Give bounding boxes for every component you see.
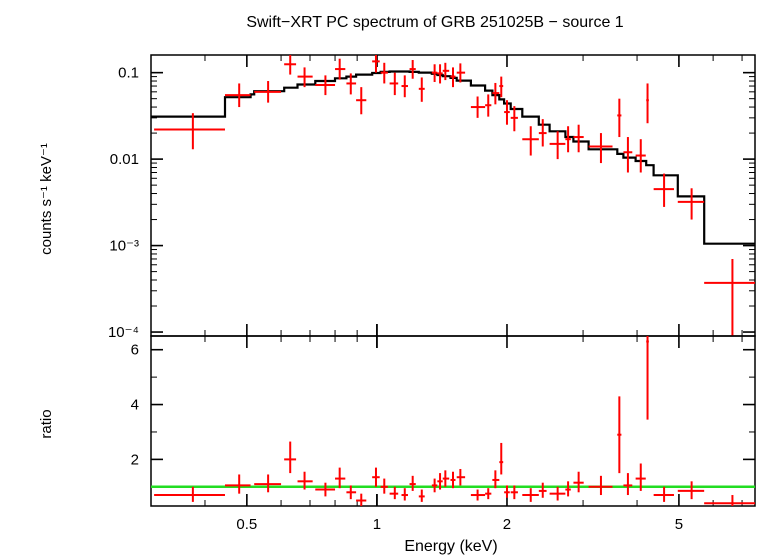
spectrum-data-point xyxy=(499,76,504,98)
ratio-data-point xyxy=(335,467,346,489)
ratio-panel: 0.5 1 2 5 2 4 6 xyxy=(131,335,756,533)
spectrum-y-axis-label: counts s⁻¹ keV⁻¹ xyxy=(38,143,55,255)
spectrum-data-point xyxy=(346,73,357,95)
x-tick-label: 5 xyxy=(675,516,683,533)
ratio-data-point xyxy=(224,474,251,494)
ratio-data-point xyxy=(442,470,450,487)
ratio-data-point xyxy=(284,441,297,474)
ratio-data-point xyxy=(356,493,367,506)
spectrum-data-point xyxy=(335,58,346,80)
ratio-data-point xyxy=(635,463,646,491)
ratio-data-point xyxy=(646,336,649,420)
ratio-data-point xyxy=(437,473,443,490)
spectrum-data-point xyxy=(315,75,336,96)
ratio-data-point xyxy=(549,486,566,501)
spectrum-data-point xyxy=(510,106,518,132)
ratio-data-point xyxy=(470,489,486,501)
spectrum-data-point xyxy=(470,96,486,118)
ratio-y-tick-label: 2 xyxy=(131,451,139,468)
ratio-data-point xyxy=(372,467,380,487)
spectrum-data-point xyxy=(254,81,282,103)
ratio-data-point xyxy=(297,471,313,490)
spectrum-data-point xyxy=(617,98,622,138)
spectrum-y-tick-label: 0.01 xyxy=(110,151,139,168)
x-tick-label: 0.5 xyxy=(236,516,257,533)
spectrum-data-point xyxy=(437,64,443,84)
spectrum-panel: 10⁻⁴ 10⁻³ 0.01 0.1 xyxy=(108,54,756,341)
ratio-data-point xyxy=(492,470,500,489)
spectrum-data-point xyxy=(646,83,649,124)
ratio-data-point xyxy=(409,475,416,491)
ratio-data-point xyxy=(431,478,438,493)
ratio-data-point xyxy=(456,468,466,486)
spectrum-data-point xyxy=(456,63,466,83)
ratio-data-point xyxy=(154,486,225,502)
spectrum-data-point xyxy=(653,173,674,207)
ratio-data-point xyxy=(418,489,425,502)
ratio-y-tick-label: 4 xyxy=(131,397,139,414)
spectrum-data-point xyxy=(522,126,539,156)
spectrum-data-point xyxy=(418,77,425,102)
ratio-data-point xyxy=(254,474,282,493)
ratio-y-axis-label: ratio xyxy=(38,409,55,438)
x-axis-label: Energy (keV) xyxy=(404,538,497,555)
spectrum-data-point xyxy=(538,119,547,147)
spectrum-data-point xyxy=(224,83,251,108)
ratio-data-point xyxy=(504,485,510,498)
x-tick-label: 2 xyxy=(503,516,511,533)
spectrum-data-point xyxy=(431,64,438,82)
spectrum-y-tick-label: 0.1 xyxy=(118,65,139,82)
ratio-data-point xyxy=(389,486,399,500)
spectrum-data-point xyxy=(297,67,313,88)
ratio-data-point xyxy=(315,482,336,497)
ratio-data-point xyxy=(401,488,408,501)
spectrum-data-point xyxy=(450,67,456,88)
ratio-data-point xyxy=(522,488,539,502)
spectrum-data-point xyxy=(372,55,380,73)
ratio-data-point xyxy=(510,485,518,500)
spectrum-data-point xyxy=(154,113,225,150)
x-tick-label: 1 xyxy=(373,516,381,533)
spectrum-data-point xyxy=(485,94,492,117)
spectrum-y-tick-label: 10⁻³ xyxy=(109,238,139,255)
spectrum-data-point xyxy=(284,55,297,75)
chart-title: Swift−XRT PC spectrum of GRB 251025B − s… xyxy=(246,14,623,31)
spectrum-data-point xyxy=(409,60,416,79)
ratio-data-point xyxy=(380,478,388,494)
ratio-data-point xyxy=(538,482,547,498)
spectrum-data-point xyxy=(549,131,566,160)
ratio-data-point xyxy=(677,481,705,500)
ratio-y-tick-label: 6 xyxy=(131,342,139,359)
spectrum-data-point xyxy=(504,100,510,125)
spectrum-data-point xyxy=(573,124,584,153)
spectrum-data-point xyxy=(356,87,367,115)
ratio-data-point xyxy=(346,485,357,500)
ratio-data-point xyxy=(485,488,492,500)
ratio-data-point xyxy=(450,471,456,489)
ratio-data-point xyxy=(623,473,633,496)
spectrum-data-point xyxy=(389,72,399,96)
spectrum-data-point xyxy=(623,137,633,173)
spectrum-data-point xyxy=(565,126,571,153)
spectrum-data-point xyxy=(588,133,613,164)
ratio-data-point xyxy=(573,471,584,493)
spectrum-data-point xyxy=(677,188,705,220)
ratio-data-point xyxy=(499,442,504,475)
spectrum-data-point xyxy=(635,139,646,173)
ratio-frame xyxy=(150,335,756,507)
spectrum-y-tick-label: 10⁻⁴ xyxy=(108,324,139,341)
spectrum-data-point xyxy=(401,75,408,98)
model-step-line xyxy=(151,70,755,245)
spectrum-data-point xyxy=(442,62,450,81)
ratio-data-point xyxy=(653,486,674,502)
spectrum-data-point xyxy=(380,62,388,84)
spectrum-data-point xyxy=(492,82,500,105)
ratio-data-point xyxy=(704,495,755,506)
ratio-data-point xyxy=(617,396,622,474)
spectrum-data-point xyxy=(704,258,755,336)
ratio-data-point xyxy=(588,475,613,496)
ratio-data-point xyxy=(565,481,571,497)
